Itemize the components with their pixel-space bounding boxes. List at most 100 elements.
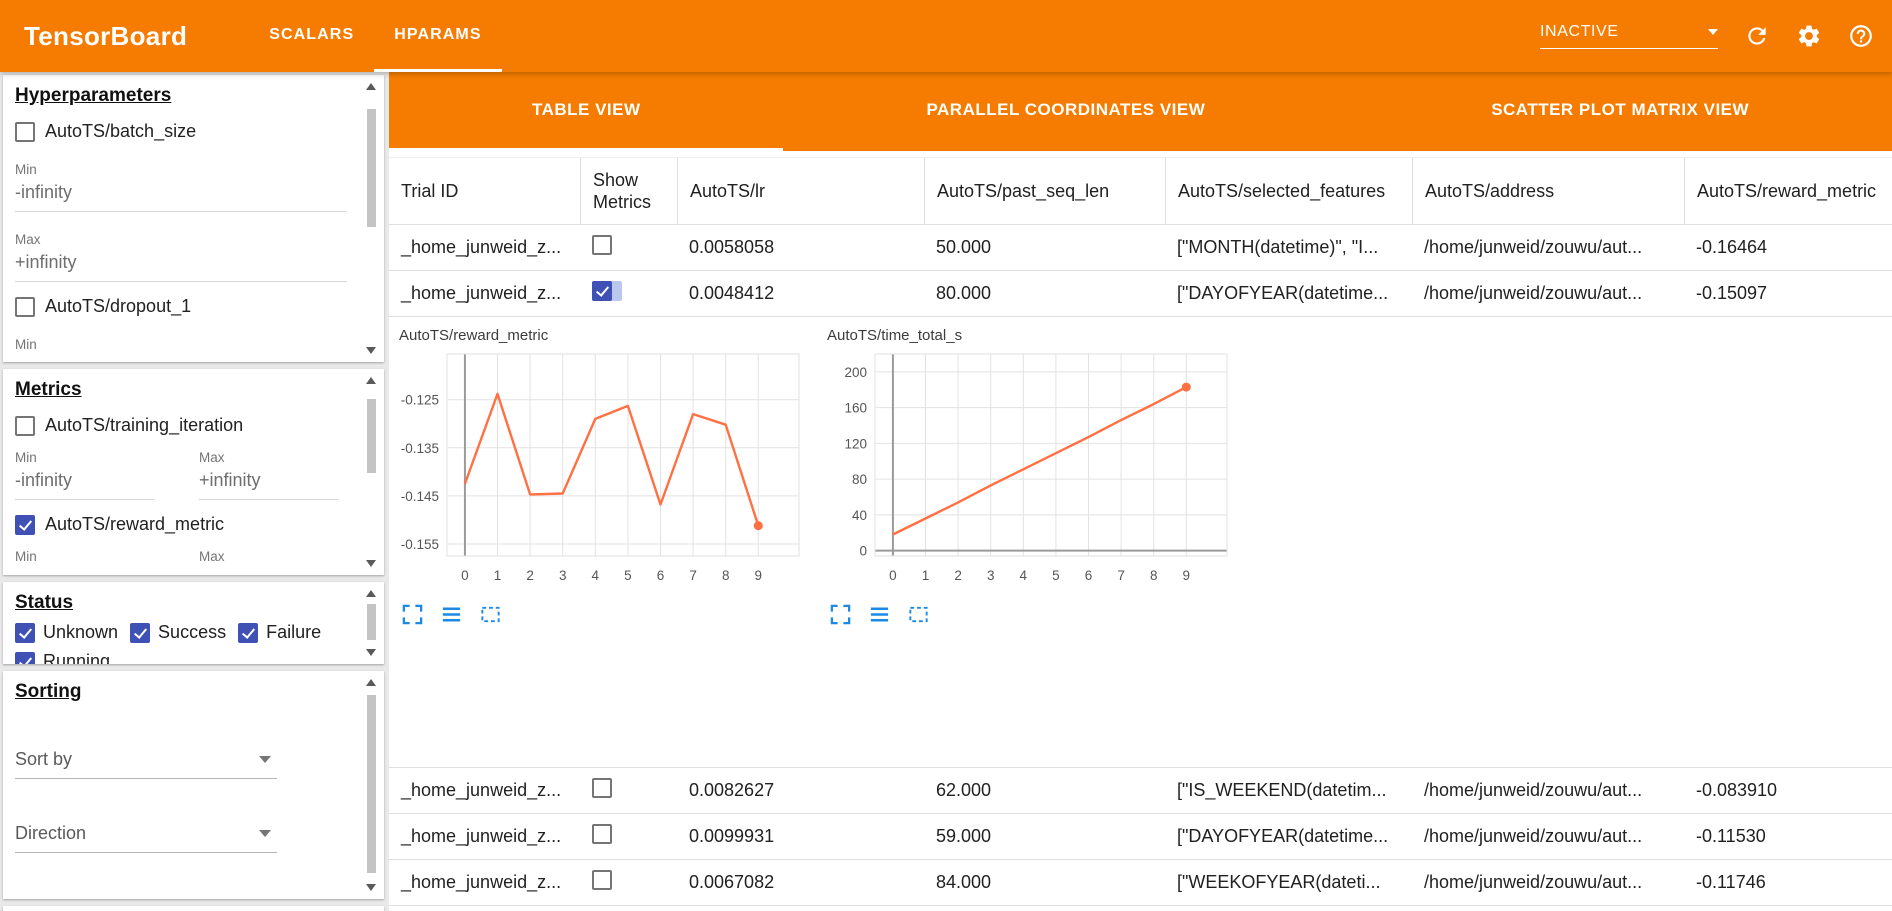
checkbox[interactable]: [15, 296, 35, 317]
svg-text:-0.145: -0.145: [401, 489, 439, 504]
checkbox[interactable]: [130, 622, 151, 643]
fullscreen-icon[interactable]: [401, 603, 424, 626]
scrollbar[interactable]: [365, 377, 378, 567]
status-item-unknown[interactable]: Unknown: [15, 622, 118, 643]
refresh-icon[interactable]: [1744, 23, 1770, 49]
min-input[interactable]: -infinity: [15, 179, 347, 212]
tab-hparams[interactable]: HPARAMS: [374, 0, 502, 72]
max-input[interactable]: +infinity: [199, 467, 339, 500]
zoom-select-icon[interactable]: [907, 603, 930, 626]
main-nav: SCALARS HPARAMS: [249, 0, 502, 72]
scroll-down-icon[interactable]: [366, 347, 376, 354]
show-metrics-checkbox[interactable]: [592, 870, 612, 890]
max-input[interactable]: +infinity: [15, 249, 347, 282]
svg-text:4: 4: [1020, 568, 1028, 583]
table-row: _home_junweid_z... 0.0067082 84.000 ["WEEKO…: [389, 860, 1892, 906]
scroll-up-icon[interactable]: [366, 377, 376, 384]
svg-text:9: 9: [1183, 568, 1191, 583]
checkbox[interactable]: [15, 651, 35, 664]
hparam-item-dropout-1[interactable]: AutoTS/dropout_1: [15, 296, 354, 317]
column-header-past-seq-len[interactable]: AutoTS/past_seq_len: [924, 158, 1165, 224]
checkbox[interactable]: [238, 622, 259, 643]
zoom-select-icon[interactable]: [479, 603, 502, 626]
settings-icon[interactable]: [1796, 23, 1822, 49]
status-item-success[interactable]: Success: [130, 622, 226, 643]
tab-table-view[interactable]: TABLE VIEW: [389, 72, 784, 151]
scroll-up-icon[interactable]: [366, 590, 376, 597]
status-item-running[interactable]: Running: [15, 651, 110, 664]
checkbox[interactable]: [15, 514, 35, 535]
column-header-selected-features[interactable]: AutoTS/selected_features: [1165, 158, 1412, 224]
svg-text:7: 7: [1117, 568, 1125, 583]
svg-text:3: 3: [559, 568, 567, 583]
min-input[interactable]: [15, 354, 347, 362]
metric-item-training-iteration[interactable]: AutoTS/training_iteration: [15, 415, 354, 436]
trial-id-cell: _home_junweid_z...: [401, 872, 562, 892]
chart-actions: [829, 603, 1245, 626]
sorting-panel: Sorting Sort by Direction: [3, 671, 384, 899]
direction-select[interactable]: Direction: [15, 823, 277, 853]
scrollbar[interactable]: [365, 83, 378, 354]
min-label: Min: [15, 450, 37, 465]
column-header-address[interactable]: AutoTS/address: [1412, 158, 1684, 224]
checkbox[interactable]: [15, 622, 35, 643]
column-header-lr[interactable]: AutoTS/lr: [677, 158, 924, 224]
status-item-failure[interactable]: Failure: [238, 622, 321, 643]
show-metrics-cell: [580, 235, 677, 260]
help-icon[interactable]: [1848, 23, 1874, 49]
max-input[interactable]: [199, 566, 339, 575]
scrollbar-thumb[interactable]: [367, 399, 376, 473]
line-chart[interactable]: 0 40 80 120 160 200 0 1 2 3 4 5 6 7 8 9: [825, 346, 1245, 590]
scrollbar-thumb[interactable]: [367, 109, 376, 227]
checkbox[interactable]: [15, 121, 35, 142]
metric-item-reward-metric[interactable]: AutoTS/reward_metric: [15, 514, 354, 535]
scroll-down-icon[interactable]: [366, 884, 376, 891]
scrollbar-thumb[interactable]: [367, 695, 376, 873]
hparam-item-batch-size[interactable]: AutoTS/batch_size: [15, 121, 354, 142]
address-cell: /home/junweid/zouwu/aut...: [1424, 872, 1643, 892]
checkbox[interactable]: [15, 415, 35, 436]
column-header-reward-metric[interactable]: AutoTS/reward_metric: [1684, 158, 1892, 224]
scrollbar[interactable]: [365, 590, 378, 656]
checkbox[interactable]: [592, 870, 612, 890]
svg-text:-0.125: -0.125: [401, 393, 439, 408]
checkbox[interactable]: [592, 778, 612, 798]
sort-by-select[interactable]: Sort by: [15, 749, 277, 779]
scroll-up-icon[interactable]: [366, 83, 376, 90]
tab-scatter-plot-matrix-view[interactable]: SCATTER PLOT MATRIX VIEW: [1491, 100, 1750, 119]
fullscreen-icon[interactable]: [829, 603, 852, 626]
show-metrics-checkbox[interactable]: [592, 824, 612, 844]
table-rows-top: _home_junweid_z... 0.0058058 50.000 ["MONTH…: [389, 225, 1892, 317]
hparam-label: AutoTS/dropout_1: [45, 296, 192, 316]
min-label: Min: [15, 337, 37, 352]
svg-text:8: 8: [722, 568, 730, 583]
column-header-trial-id[interactable]: Trial ID: [401, 180, 459, 201]
tab-parallel-coordinates-view[interactable]: PARALLEL COORDINATES VIEW: [926, 100, 1206, 119]
selected-features-cell: ["IS_WEEKEND(datetim...: [1177, 780, 1387, 800]
min-input[interactable]: [15, 566, 155, 575]
menu-lines-icon[interactable]: [868, 603, 891, 626]
reward-metric-cell: -0.11746: [1696, 872, 1766, 892]
checkbox[interactable]: [592, 281, 612, 301]
scroll-up-icon[interactable]: [366, 679, 376, 686]
show-metrics-cell: [580, 778, 677, 803]
line-chart[interactable]: -0.125 -0.135 -0.145 -0.155 0 1 2 3 4 5 6 7 8 9: [397, 346, 817, 590]
svg-text:0: 0: [889, 568, 897, 583]
column-header-show-metrics[interactable]: Show Metrics: [580, 158, 677, 224]
checkbox[interactable]: [592, 235, 612, 255]
status-label: Failure: [266, 622, 322, 642]
show-metrics-checkbox[interactable]: [592, 281, 622, 301]
show-metrics-checkbox[interactable]: [592, 778, 612, 798]
tab-scalars[interactable]: SCALARS: [269, 25, 355, 43]
scrollbar[interactable]: [365, 679, 378, 891]
address-cell: /home/junweid/zouwu/aut...: [1424, 237, 1643, 257]
checkbox[interactable]: [592, 824, 612, 844]
scroll-down-icon[interactable]: [366, 649, 376, 656]
run-status-select[interactable]: INACTIVE: [1540, 23, 1718, 49]
svg-text:4: 4: [592, 568, 600, 583]
show-metrics-checkbox[interactable]: [592, 235, 612, 255]
scrollbar-thumb[interactable]: [367, 604, 376, 640]
min-input[interactable]: -infinity: [15, 467, 155, 500]
scroll-down-icon[interactable]: [366, 560, 376, 567]
menu-lines-icon[interactable]: [440, 603, 463, 626]
